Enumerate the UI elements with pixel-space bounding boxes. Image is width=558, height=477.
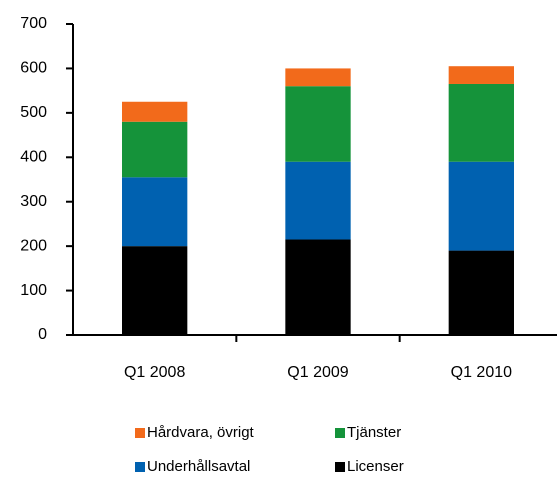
legend-label: Tjänster bbox=[347, 424, 401, 441]
bar-segment bbox=[285, 161, 351, 240]
y-tick-label: 500 bbox=[20, 104, 47, 121]
legend-label: Hårdvara, övrigt bbox=[147, 424, 255, 441]
bar-segment bbox=[122, 121, 188, 178]
bar-segment bbox=[448, 66, 514, 84]
legend-swatch bbox=[335, 428, 345, 438]
y-tick-label: 0 bbox=[38, 326, 47, 343]
y-tick-label: 600 bbox=[20, 60, 47, 77]
bar-segment bbox=[285, 239, 351, 335]
legend-label: Licenser bbox=[347, 458, 404, 475]
legend-swatch bbox=[135, 462, 145, 472]
legend-swatch bbox=[335, 462, 345, 472]
y-tick-label: 200 bbox=[20, 237, 47, 254]
legend-swatch bbox=[135, 428, 145, 438]
bar-segment bbox=[122, 101, 188, 122]
x-tick-label: Q1 2009 bbox=[287, 364, 348, 381]
legend-label: Underhållsavtal bbox=[147, 458, 250, 475]
bar-segment bbox=[285, 86, 351, 162]
x-tick-label: Q1 2010 bbox=[451, 364, 512, 381]
bar-segment bbox=[285, 68, 351, 87]
y-tick-label: 100 bbox=[20, 282, 47, 299]
y-tick-label: 700 bbox=[20, 15, 47, 32]
x-tick-label: Q1 2008 bbox=[124, 364, 185, 381]
bar-segment bbox=[122, 246, 188, 335]
bar-segment bbox=[448, 83, 514, 162]
bar-segment bbox=[448, 250, 514, 335]
bar-segment bbox=[122, 177, 188, 247]
y-tick-label: 300 bbox=[20, 193, 47, 210]
bar-segment bbox=[448, 161, 514, 251]
y-tick-label: 400 bbox=[20, 149, 47, 166]
